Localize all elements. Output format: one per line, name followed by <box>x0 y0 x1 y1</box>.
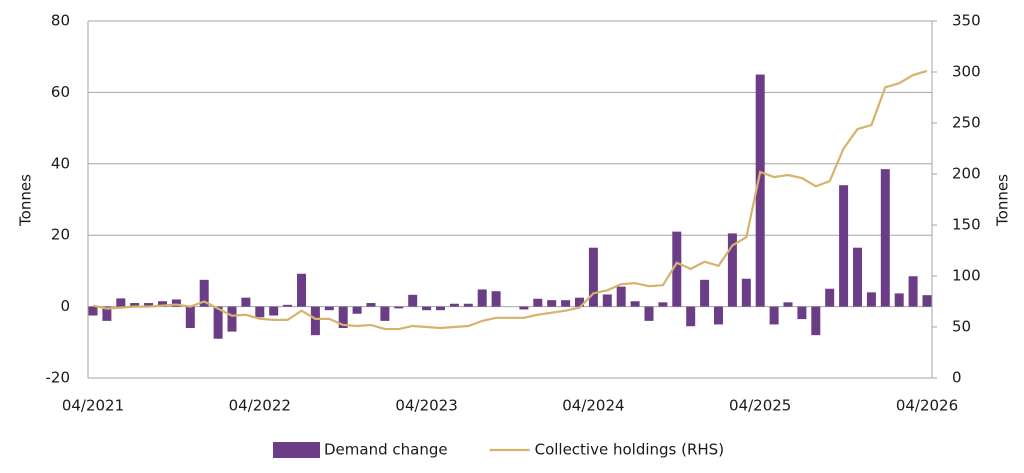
bar <box>130 303 140 307</box>
bar <box>255 306 265 318</box>
bar <box>811 306 821 336</box>
bar <box>755 74 765 307</box>
bar <box>769 306 779 325</box>
y2-tick-label: 0 <box>952 369 962 387</box>
bar <box>338 306 348 329</box>
y2-tick-label: 100 <box>952 267 981 285</box>
bar <box>477 289 487 307</box>
bar <box>741 278 751 307</box>
bar <box>88 306 98 316</box>
bar <box>894 293 904 307</box>
bar <box>922 295 932 307</box>
bar <box>825 288 835 307</box>
bar <box>436 306 445 311</box>
bar <box>199 279 209 307</box>
bar <box>658 302 668 307</box>
y-tick-label: 0 <box>60 297 70 315</box>
bar <box>394 306 404 309</box>
bar <box>380 306 390 321</box>
y-axis-title: Tonnes <box>17 174 35 227</box>
bar <box>686 306 696 327</box>
bar <box>102 306 112 321</box>
x-tick-label: 04/2023 <box>395 397 457 415</box>
y2-tick-label: 250 <box>952 114 981 132</box>
legend-label: Demand change <box>324 441 448 459</box>
bar <box>158 301 167 307</box>
bar <box>422 306 432 311</box>
y-tick-label: 20 <box>51 226 70 244</box>
bar <box>185 306 195 329</box>
bar <box>116 298 126 307</box>
y2-tick-label: 50 <box>952 318 971 336</box>
y2-tick-label: 300 <box>952 63 981 81</box>
y2-tick-label: 150 <box>952 216 981 234</box>
y2-axis-title: Tonnes <box>994 174 1012 227</box>
bar <box>588 247 598 307</box>
y2-tick-label: 350 <box>952 12 981 30</box>
legend-swatch <box>273 442 320 458</box>
bar <box>310 306 320 336</box>
bar <box>714 306 723 325</box>
bar <box>880 169 890 307</box>
bar <box>408 294 418 307</box>
bar <box>171 299 181 307</box>
bar <box>602 294 612 307</box>
bar <box>491 291 501 307</box>
bar <box>839 185 849 307</box>
bar <box>908 276 918 307</box>
bar <box>700 279 710 307</box>
y-tick-label: 40 <box>51 154 70 172</box>
bar <box>297 273 306 307</box>
bar <box>533 298 543 307</box>
bar <box>241 297 251 307</box>
bar <box>352 306 362 314</box>
x-tick-label: 04/2025 <box>729 397 791 415</box>
bar <box>853 247 862 307</box>
bar <box>561 300 571 307</box>
bar <box>519 306 529 310</box>
bar <box>283 304 293 307</box>
y-tick-label: 60 <box>51 83 70 101</box>
y2-tick-label: 200 <box>952 165 981 183</box>
line <box>92 69 928 331</box>
bar <box>547 300 557 307</box>
bar <box>269 306 279 316</box>
bar <box>324 306 334 311</box>
bar <box>227 306 237 332</box>
bar <box>630 301 640 307</box>
bar <box>616 286 626 307</box>
y-tick-label: -20 <box>46 369 71 387</box>
bar <box>213 306 223 339</box>
legend-label: Collective holdings (RHS) <box>535 441 724 459</box>
bar <box>463 303 473 307</box>
bar <box>783 302 793 307</box>
bar <box>366 303 376 307</box>
bar <box>449 303 459 307</box>
y-tick-label: 80 <box>51 12 70 30</box>
bar <box>727 233 737 307</box>
x-tick-label: 04/2024 <box>562 397 624 415</box>
bar <box>144 303 154 307</box>
x-tick-label: 04/2021 <box>62 397 124 415</box>
bar <box>866 292 876 307</box>
bar <box>644 306 654 321</box>
bar <box>575 297 584 307</box>
x-tick-label: 04/2022 <box>229 397 291 415</box>
bar <box>797 306 807 320</box>
x-tick-label: 04/2026 <box>896 397 958 415</box>
bar <box>672 231 682 307</box>
